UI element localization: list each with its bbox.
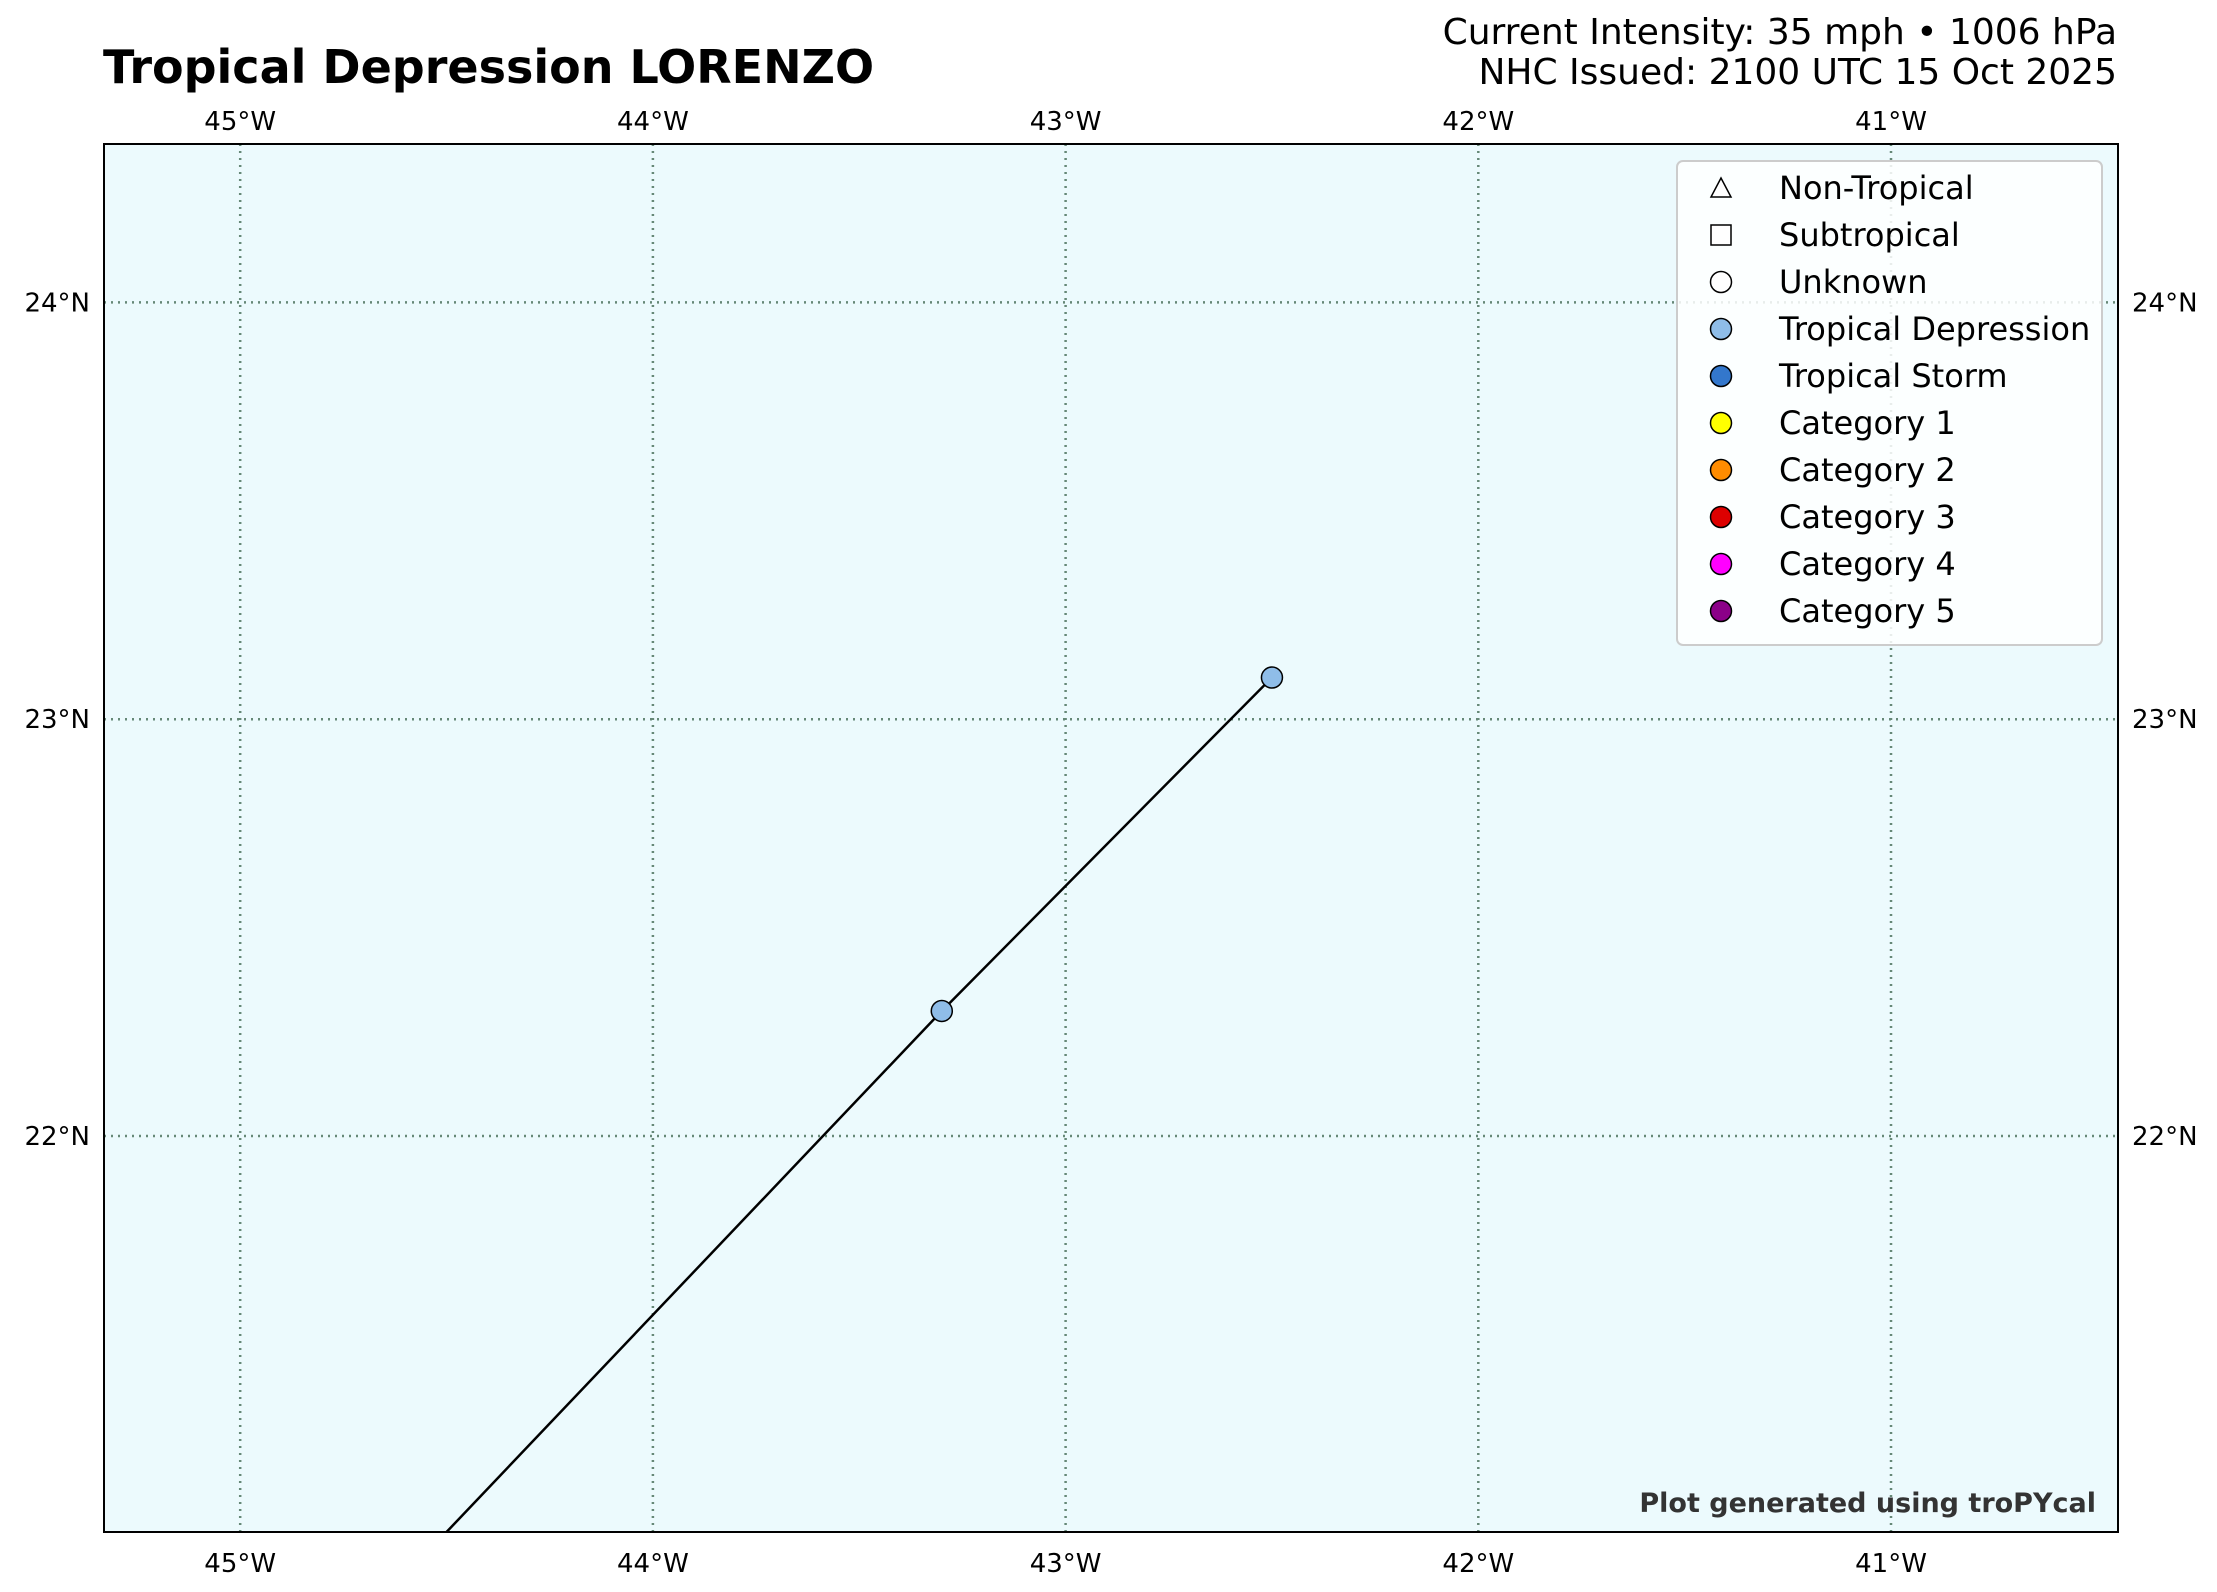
current-intensity: Current Intensity: 35 mph • 1006 hPa xyxy=(1442,12,2117,53)
lon-tick-label-bottom: 44°W xyxy=(617,1549,689,1579)
lat-tick-label-left: 22°N xyxy=(24,1122,90,1152)
nhc-issued-time: NHC Issued: 2100 UTC 15 Oct 2025 xyxy=(1478,52,2117,93)
lat-tick-label-right: 24°N xyxy=(2132,288,2198,318)
lon-tick-label-top: 41°W xyxy=(1855,107,1927,137)
credit-text: Plot generated using troPYcal xyxy=(1639,1488,2096,1519)
legend-marker-circle xyxy=(1709,458,1733,482)
legend-label: Category 4 xyxy=(1779,545,1956,583)
lat-tick-label-right: 22°N xyxy=(2132,1122,2198,1152)
legend-label: Category 5 xyxy=(1779,592,1956,630)
legend-marker-circle xyxy=(1709,505,1733,529)
legend-label: Non-Tropical xyxy=(1779,169,1974,207)
legend-label: Category 1 xyxy=(1779,404,1956,442)
lon-tick-label-top: 43°W xyxy=(1030,107,1102,137)
legend-marker-square xyxy=(1710,224,1732,246)
legend-marker-circle xyxy=(1709,364,1733,388)
map-frame xyxy=(103,143,2119,1533)
lat-tick-label-right: 23°N xyxy=(2132,705,2198,735)
legend-marker-circle xyxy=(1709,270,1733,294)
lon-tick-label-top: 45°W xyxy=(204,107,276,137)
legend-marker-triangle xyxy=(1709,176,1733,198)
legend-label: Category 3 xyxy=(1779,498,1956,536)
lon-tick-label-bottom: 41°W xyxy=(1855,1549,1927,1579)
legend-marker-circle xyxy=(1709,317,1733,341)
legend-label: Category 2 xyxy=(1779,451,1956,489)
lon-tick-label-top: 44°W xyxy=(617,107,689,137)
lon-tick-label-bottom: 45°W xyxy=(204,1549,276,1579)
lat-tick-label-left: 23°N xyxy=(24,705,90,735)
lon-tick-label-top: 42°W xyxy=(1442,107,1514,137)
legend-marker-circle xyxy=(1709,599,1733,623)
legend-label: Subtropical xyxy=(1779,216,1960,254)
legend: Non-Tropical Subtropical Unknown Tropical D… xyxy=(1676,160,2103,646)
track-point-marker xyxy=(1260,666,1284,689)
legend-marker-circle xyxy=(1709,411,1733,435)
lat-tick-label-left: 24°N xyxy=(24,288,90,318)
legend-marker-circle xyxy=(1709,552,1733,576)
track-point-marker xyxy=(930,999,954,1023)
lon-tick-label-bottom: 43°W xyxy=(1030,1549,1102,1579)
legend-label: Tropical Storm xyxy=(1778,357,2008,395)
legend-label: Unknown xyxy=(1779,263,1928,301)
lon-tick-label-bottom: 42°W xyxy=(1442,1549,1514,1579)
legend-label: Tropical Depression xyxy=(1778,310,2090,348)
storm-track xyxy=(445,666,1284,1533)
legend-box xyxy=(1676,160,2103,646)
axis-tick-labels: 45°W 45°W 44°W 44°W 43°W 43°W 42°W 42°W 41°W 41°W… xyxy=(24,107,2197,1579)
map-title: Tropical Depression LORENZO xyxy=(103,40,875,94)
